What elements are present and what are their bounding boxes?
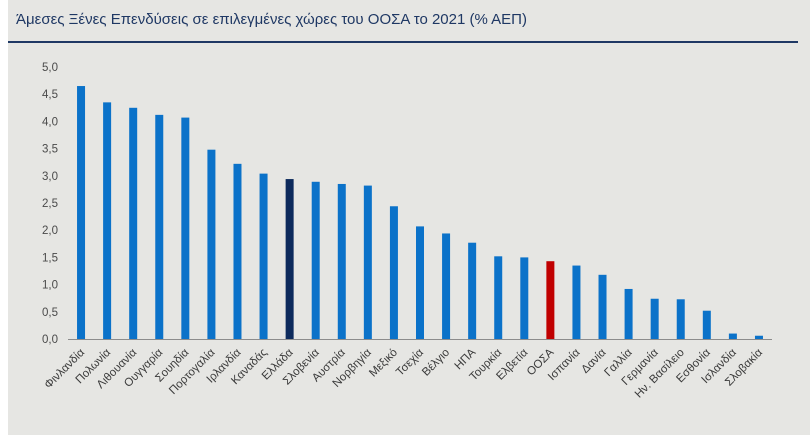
bar [389,206,398,339]
bar [442,233,451,339]
y-tick-label: 2,5 [42,198,58,210]
bar [181,117,190,339]
bar [650,298,659,339]
y-tick-label: 3,0 [42,171,58,183]
bar [468,242,477,339]
bar [207,149,216,339]
bar [572,265,581,339]
y-tick-label: 1,0 [42,280,58,292]
x-tick-label: Βέλγιο [420,347,452,379]
bar [129,107,138,339]
y-tick-label: 0,0 [42,334,58,346]
y-tick-label: 3,5 [42,144,58,156]
bar [520,257,529,339]
bar [624,288,633,339]
y-tick-label: 5,0 [42,62,58,74]
bar [103,102,112,339]
title-underline [8,41,798,43]
y-axis: 0,0 0,5 1,0 1,5 2,0 2,5 3,0 3,5 4,0 4,5 5,0 [42,62,58,346]
bar [676,299,685,339]
bar [546,261,555,339]
y-tick-label: 4,0 [42,116,58,128]
bar [285,179,294,339]
bars [77,86,763,339]
bar [754,335,763,339]
x-tick-label: Τσεχία [394,346,426,378]
bar [337,183,346,339]
bar [728,333,737,339]
bar [311,181,320,339]
y-tick-label: 1,5 [42,252,58,264]
y-tick-label: 0,5 [42,307,58,319]
bar [77,86,86,339]
bar [363,185,372,339]
x-tick-label: Μεξικό [367,347,400,380]
y-tick-label: 2,0 [42,225,58,237]
bar [494,256,503,339]
y-tick-label: 4,5 [42,89,58,101]
bar [259,173,268,339]
x-axis: ΦινλανδίαΠολωνίαΛιθουανίαΟυγγαρίαΣουηδία… [43,339,772,401]
bar [598,274,607,339]
bar [233,163,242,339]
chart-panel [8,0,810,435]
bar [702,310,711,339]
bar [155,114,164,339]
chart-title: Άμεσες Ξένες Επενδύσεις σε επιλεγμένες χ… [16,11,527,28]
bar [416,226,424,339]
